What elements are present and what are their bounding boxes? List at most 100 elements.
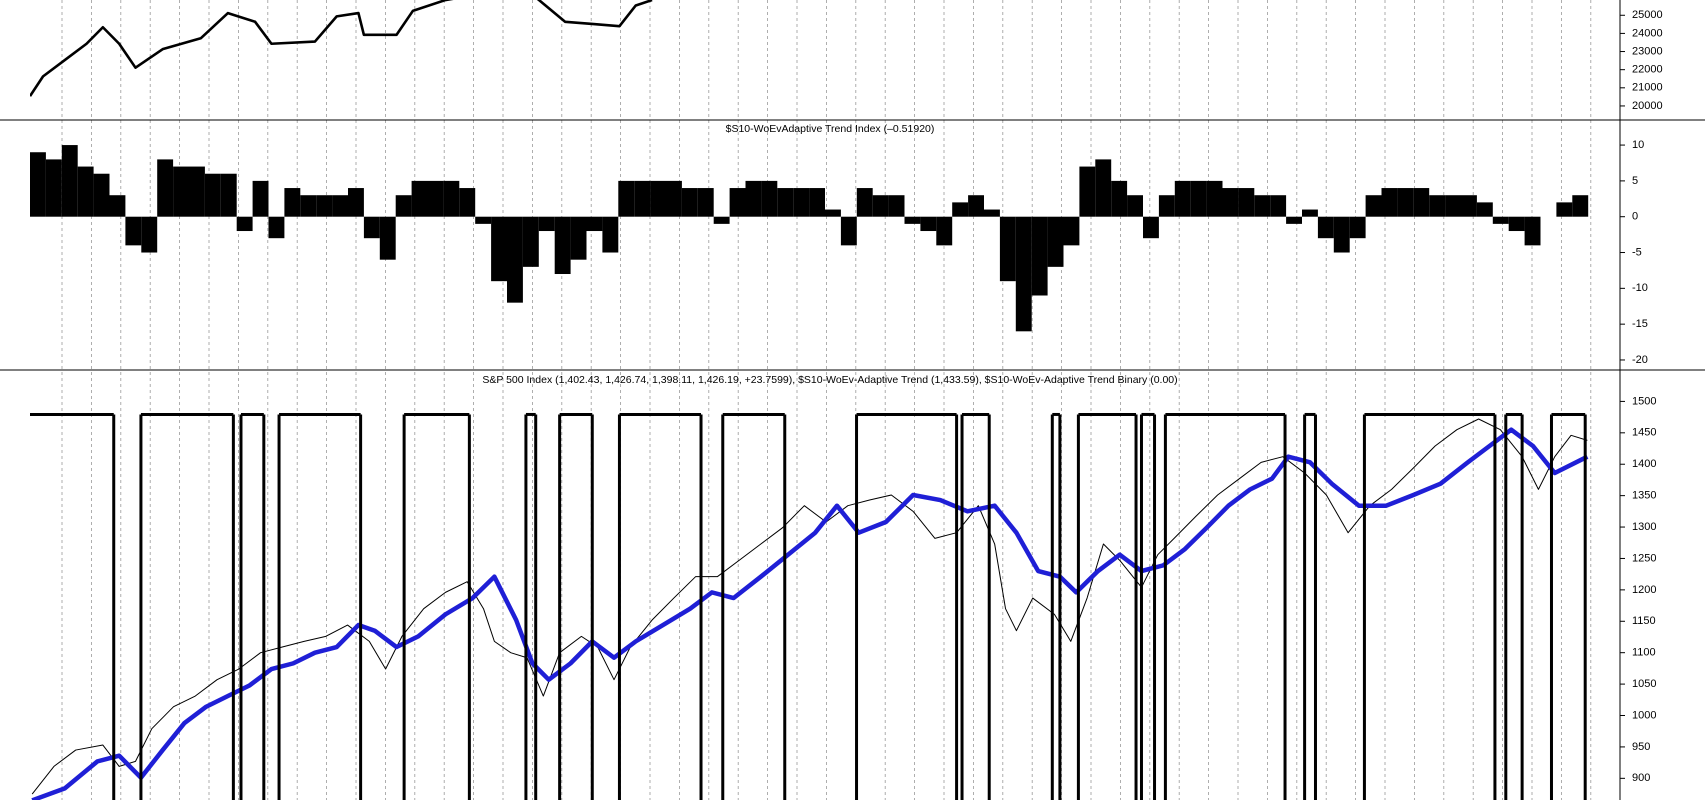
y-tick-label: 23000 [1632, 45, 1663, 57]
bar [236, 216, 253, 232]
bar [427, 180, 444, 217]
panel-title: $S10-WoEvAdaptive Trend Index (–0.51920) [726, 123, 935, 135]
bar [681, 188, 698, 217]
bar [157, 159, 174, 217]
bar [872, 195, 889, 217]
bar [666, 180, 682, 217]
bar [1476, 202, 1493, 217]
bar [125, 216, 142, 246]
bar [1302, 209, 1318, 217]
y-tick-label: 1150 [1632, 615, 1656, 627]
y-tick-label: 1400 [1632, 458, 1656, 470]
bar [1174, 180, 1191, 217]
line-series [30, 0, 653, 97]
bar [379, 216, 396, 260]
panel [30, 0, 653, 97]
bar [1445, 195, 1461, 217]
bar [968, 195, 984, 217]
y-tick-label: 0 [1632, 211, 1638, 223]
bar [1015, 216, 1032, 332]
bar [300, 195, 317, 217]
bar [363, 216, 380, 239]
bar [395, 195, 412, 217]
bar [1143, 216, 1159, 239]
y-tick-label: -5 [1632, 246, 1642, 258]
bar [1206, 180, 1223, 217]
bar [586, 216, 603, 232]
y-tick-label: -15 [1632, 318, 1648, 330]
bar [1429, 195, 1446, 217]
bar [1111, 180, 1128, 217]
line-series [31, 418, 1588, 795]
bar [1317, 216, 1334, 239]
bar [1270, 195, 1287, 217]
bar [1492, 216, 1509, 224]
bar [491, 216, 507, 282]
bar [1333, 216, 1350, 253]
bar [411, 180, 428, 217]
y-tick-label: 5 [1632, 175, 1638, 187]
bar [840, 216, 857, 246]
bar [1365, 195, 1382, 217]
y-tick-label: 10 [1632, 139, 1644, 151]
y-tick-label: -20 [1632, 354, 1648, 366]
bar [618, 180, 635, 217]
bar [697, 188, 714, 217]
panel [30, 145, 1589, 332]
bar [1238, 188, 1255, 217]
y-tick-label: 1200 [1632, 584, 1656, 596]
bar [761, 180, 778, 217]
bar [1095, 159, 1112, 217]
line-series [31, 427, 1589, 800]
bar [1413, 188, 1430, 217]
y-tick-label: 21000 [1632, 82, 1663, 94]
y-tick-label: 24000 [1632, 27, 1663, 39]
bar [745, 180, 762, 217]
bar [1397, 188, 1414, 217]
bar [920, 216, 937, 232]
bar [475, 216, 492, 224]
bar [1079, 166, 1096, 217]
bar [522, 216, 539, 267]
bar [1063, 216, 1080, 246]
y-tick-label: 25000 [1632, 9, 1663, 21]
bar [45, 159, 62, 217]
bar [1127, 195, 1143, 217]
bar [634, 180, 651, 217]
bar [268, 216, 285, 239]
bar [1158, 195, 1175, 217]
bar [443, 180, 460, 217]
y-tick-label: 1050 [1632, 678, 1656, 690]
bar [936, 216, 953, 246]
bar [141, 216, 158, 253]
y-tick-label: 1250 [1632, 552, 1656, 564]
bar [284, 188, 301, 217]
bar [93, 173, 110, 217]
bar [1190, 180, 1207, 217]
bar [316, 195, 333, 217]
bar [713, 216, 730, 224]
bar [1508, 216, 1525, 232]
y-tick-label: 1350 [1632, 490, 1656, 502]
bar [1222, 188, 1239, 217]
bar [1556, 202, 1573, 217]
bar [1461, 195, 1477, 217]
bar [220, 173, 237, 217]
bar [77, 166, 94, 217]
bar [1381, 188, 1398, 217]
bar [602, 216, 619, 253]
bar [204, 173, 221, 217]
bar [173, 166, 189, 217]
bar [1031, 216, 1048, 296]
y-tick-label: 1450 [1632, 427, 1656, 439]
bar [777, 188, 794, 217]
y-tick-label: 950 [1632, 741, 1650, 753]
bar [856, 188, 873, 217]
bar [252, 180, 269, 217]
panel-title: S&P 500 Index (1,402.43, 1,426.74, 1,398… [482, 374, 1177, 386]
bar [999, 216, 1016, 282]
bar [570, 216, 587, 260]
y-tick-label: 20000 [1632, 100, 1663, 112]
